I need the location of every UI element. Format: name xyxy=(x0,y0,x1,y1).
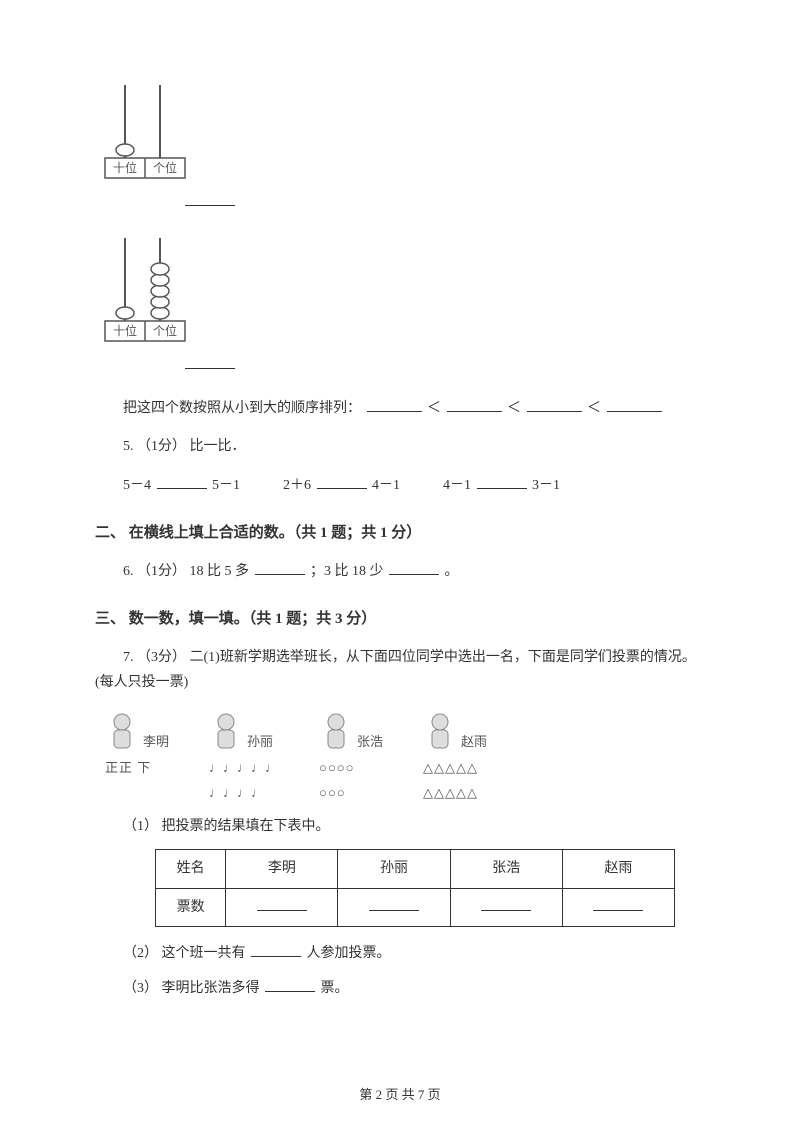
th-name: 姓名 xyxy=(156,850,226,888)
q5-e2b: 4－1 xyxy=(372,478,400,493)
section-2-head: 二、 在横线上填上合适的数。（共 1 题；共 1 分） xyxy=(95,520,705,547)
lt-2: ＜ xyxy=(507,401,521,416)
cand3-tally2: ○○○ xyxy=(319,781,346,804)
cand2-tally2: ♩♩♩♩ xyxy=(209,781,265,804)
vote-blank-1[interactable] xyxy=(257,899,307,911)
th-c1: 李明 xyxy=(226,850,338,888)
q5-e3b: 3－1 xyxy=(532,478,560,493)
vote-blank-4[interactable] xyxy=(593,899,643,911)
svg-text:十位: 十位 xyxy=(113,323,137,338)
sub-3: （3） 李明比张浩多得 票。 xyxy=(95,976,705,1001)
candidate-1: 李明 正正 下 xyxy=(105,710,169,805)
q5-e3a: 4－1 xyxy=(443,478,471,493)
q6a: 6. （1分） 18 比 5 多 xyxy=(123,564,249,579)
cand4-name: 赵雨 xyxy=(461,730,487,753)
sub3a: （3） 李明比张浩多得 xyxy=(123,981,260,996)
votes-table: 姓名 李明 孙丽 张浩 赵雨 票数 xyxy=(155,849,675,926)
vote-blank-2[interactable] xyxy=(369,899,419,911)
cand1-name: 李明 xyxy=(143,730,169,753)
q5-blank-1[interactable] xyxy=(157,475,207,489)
cand2-tally1: ♩♩♩♩♩ xyxy=(209,756,279,779)
q6-blank-1[interactable] xyxy=(255,561,305,575)
sort-blank-1[interactable] xyxy=(367,398,422,412)
table-header-row: 姓名 李明 孙丽 张浩 赵雨 xyxy=(156,850,675,888)
candidates-row: 李明 正正 下 孙丽 ♩♩♩♩♩ ♩♩♩♩ 张浩 ○○○○ ○○○ xyxy=(95,710,705,805)
svg-text:十位: 十位 xyxy=(113,160,137,175)
sub2b: 人参加投票。 xyxy=(307,946,391,961)
q6: 6. （1分） 18 比 5 多 ；3 比 18 少 。 xyxy=(95,559,705,584)
cand3-name: 张浩 xyxy=(357,730,383,753)
sort-line: 把这四个数按照从小到大的顺序排列： ＜ ＜ ＜ xyxy=(95,396,705,421)
sort-prefix: 把这四个数按照从小到大的顺序排列： xyxy=(123,401,361,416)
q5-label: 5. （1分） 比一比． xyxy=(95,434,705,459)
candidate-4: 赵雨 △△△△△ △△△△△ xyxy=(423,710,487,805)
abacus-image-1: 十位 个位 xyxy=(95,80,705,215)
avatar-icon-2 xyxy=(209,710,243,754)
abacus-image-2: 十位 个位 xyxy=(95,233,705,378)
q5-blank-2[interactable] xyxy=(317,475,367,489)
avatar-icon-4 xyxy=(423,710,457,754)
sub2a: （2） 这个班一共有 xyxy=(123,946,246,961)
sub3-blank[interactable] xyxy=(265,978,315,992)
cand4-tally1: △△△△△ xyxy=(423,756,478,779)
th-c3: 张浩 xyxy=(450,850,562,888)
abacus-2-blank[interactable] xyxy=(185,355,235,369)
sub2-blank[interactable] xyxy=(251,943,301,957)
q5-row: 5－4 5－1 2＋6 4－1 4－1 3－1 xyxy=(95,473,705,498)
q6-blank-2[interactable] xyxy=(389,561,439,575)
lt-3: ＜ xyxy=(587,401,601,416)
avatar-icon-1 xyxy=(105,710,139,754)
q7-text: 7. （3分） 二(1)班新学期选举班长，从下面四位同学中选出一名，下面是同学们… xyxy=(95,645,705,695)
cand2-name: 孙丽 xyxy=(247,730,273,753)
th-c4: 赵雨 xyxy=(562,850,674,888)
svg-text:个位: 个位 xyxy=(153,160,177,175)
sort-blank-2[interactable] xyxy=(447,398,502,412)
avatar-icon-3 xyxy=(319,710,353,754)
vote-blank-3[interactable] xyxy=(481,899,531,911)
cand3-tally1: ○○○○ xyxy=(319,756,354,779)
q5-e1b: 5－1 xyxy=(212,478,240,493)
sort-blank-4[interactable] xyxy=(607,398,662,412)
candidate-3: 张浩 ○○○○ ○○○ xyxy=(319,710,383,805)
section-3-head: 三、 数一数，填一填。（共 1 题；共 3 分） xyxy=(95,606,705,633)
sort-blank-3[interactable] xyxy=(527,398,582,412)
sub3b: 票。 xyxy=(321,981,349,996)
sub-2: （2） 这个班一共有 人参加投票。 xyxy=(95,941,705,966)
cand4-tally2: △△△△△ xyxy=(423,781,478,804)
candidate-2: 孙丽 ♩♩♩♩♩ ♩♩♩♩ xyxy=(209,710,279,805)
td-2 xyxy=(338,888,450,926)
td-1 xyxy=(226,888,338,926)
q5-e1a: 5－4 xyxy=(123,478,151,493)
abacus-svg-2: 十位 个位 xyxy=(95,233,205,353)
sub-1: （1） 把投票的结果填在下表中。 xyxy=(95,814,705,839)
q6b: ；3 比 18 少 xyxy=(310,564,384,579)
svg-text:个位: 个位 xyxy=(153,323,177,338)
q5-blank-3[interactable] xyxy=(477,475,527,489)
cand1-tally: 正正 下 xyxy=(105,756,151,779)
abacus-svg-1: 十位 个位 xyxy=(95,80,205,190)
page-footer: 第 2 页 共 7 页 xyxy=(0,1083,800,1106)
td-label: 票数 xyxy=(156,888,226,926)
abacus-1-blank[interactable] xyxy=(185,192,235,206)
q6c: 。 xyxy=(445,564,459,579)
th-c2: 孙丽 xyxy=(338,850,450,888)
lt-1: ＜ xyxy=(427,401,441,416)
table-data-row: 票数 xyxy=(156,888,675,926)
td-4 xyxy=(562,888,674,926)
td-3 xyxy=(450,888,562,926)
q5-e2a: 2＋6 xyxy=(283,478,311,493)
